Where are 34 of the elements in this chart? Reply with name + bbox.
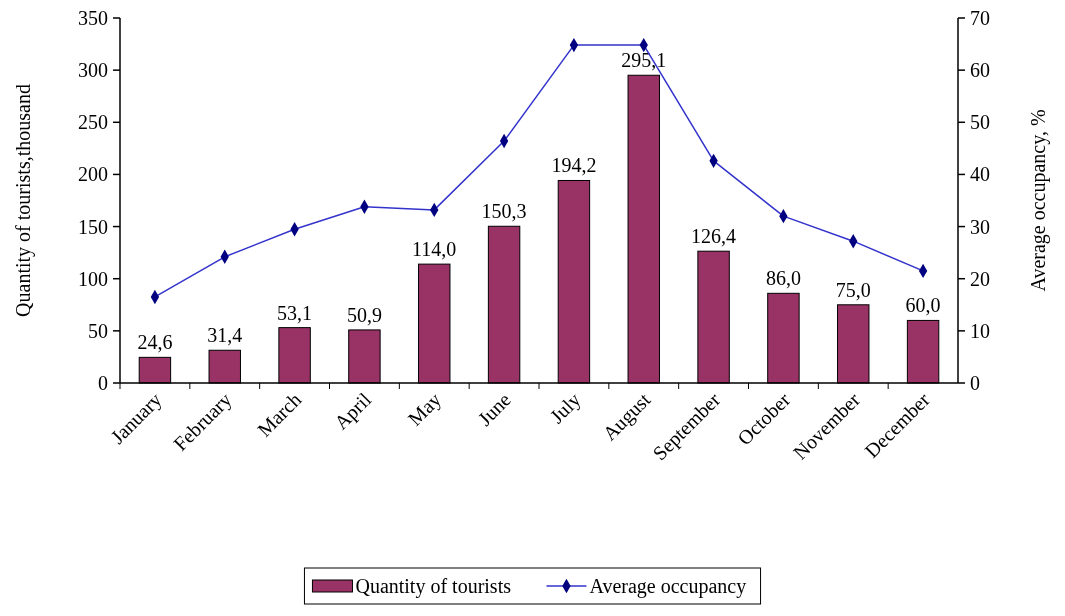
y-tick-label: 0 [98, 372, 108, 394]
y-tick-label: 350 [78, 7, 108, 29]
y2-tick-label: 50 [970, 111, 990, 134]
y-tick-label: 50 [88, 319, 108, 342]
x-tick-label: July [545, 388, 586, 429]
y-axis-title: Quantity of tourists,thousand [12, 84, 35, 317]
y2-tick-label: 10 [970, 319, 990, 342]
y2-tick-label: 40 [970, 163, 990, 186]
data-label: 86,0 [765, 267, 801, 290]
y2-axis-title: Average occupancy, % [1027, 109, 1050, 292]
legend-label: Quantity of tourists [355, 575, 512, 598]
x-tick-label: June [473, 388, 515, 430]
y2-tick-label: 0 [970, 372, 980, 394]
y2-tick-label: 20 [970, 267, 990, 290]
y-tick-label: 200 [78, 163, 108, 186]
y2-tick-label: 70 [970, 7, 990, 29]
y-tick-label: 300 [78, 59, 108, 82]
y2-tick-label: 30 [970, 215, 990, 238]
y2-tick-label: 60 [970, 59, 990, 82]
data-label: 75,0 [835, 278, 871, 301]
data-label: 50,9 [346, 303, 382, 326]
data-label: 24,6 [137, 331, 173, 354]
data-label: 150,3 [481, 200, 527, 223]
x-tick-label: May [403, 388, 446, 431]
y-tick-label: 100 [78, 267, 108, 290]
data-label: 60,0 [905, 294, 941, 317]
data-label: 194,2 [551, 154, 597, 177]
data-label: 114,0 [412, 238, 457, 261]
data-label: 53,1 [277, 301, 313, 324]
legend-label: Average occupancy [589, 575, 747, 598]
data-label: 126,4 [691, 225, 737, 248]
y-tick-label: 250 [78, 111, 108, 134]
data-label: 31,4 [207, 324, 243, 347]
y-tick-label: 150 [78, 215, 108, 238]
